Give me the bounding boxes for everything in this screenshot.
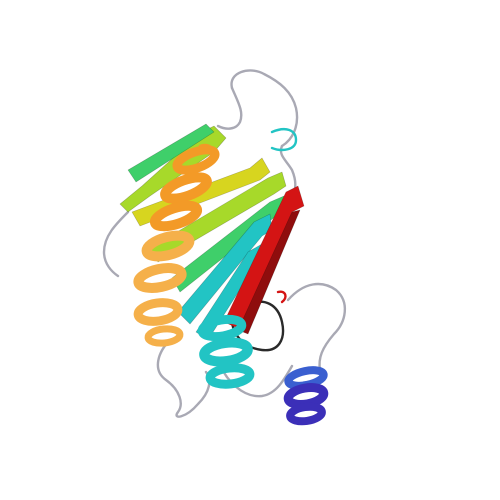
strand-green-top (127, 123, 215, 183)
helix-cyan (197, 314, 255, 389)
helix-cyan-turn-1 (197, 314, 247, 342)
coil-bottom-left (156, 338, 211, 418)
strand-dark-red-edge (237, 209, 301, 335)
helix-orange-turn-5 (133, 263, 187, 293)
helix-orange-turn-4 (141, 230, 195, 262)
coil-left-tail (102, 210, 130, 278)
helix-cyan-turn-2 (199, 337, 253, 367)
helix-orange-turn-6 (133, 298, 183, 326)
ribbon-structure (102, 69, 346, 426)
helix-orange-turn-7 (144, 325, 184, 347)
helix-orange-turn-3 (149, 200, 203, 232)
helix-cyan-turn-3 (205, 363, 255, 389)
coil-mid-teal (270, 128, 298, 152)
helix-orange-turn-2 (160, 172, 212, 204)
coil-red-accent (276, 290, 287, 304)
helix-blue (283, 366, 329, 426)
coil-top-left (216, 86, 243, 130)
coil-orange-accent (198, 143, 215, 160)
helix-blue-turn-3 (286, 402, 326, 426)
helix-orange (133, 145, 220, 347)
helix-orange-turn-1 (172, 145, 220, 175)
coil-lower-mid (216, 358, 294, 398)
coil-top-loop (230, 69, 299, 148)
coil-right-loop (286, 282, 346, 372)
